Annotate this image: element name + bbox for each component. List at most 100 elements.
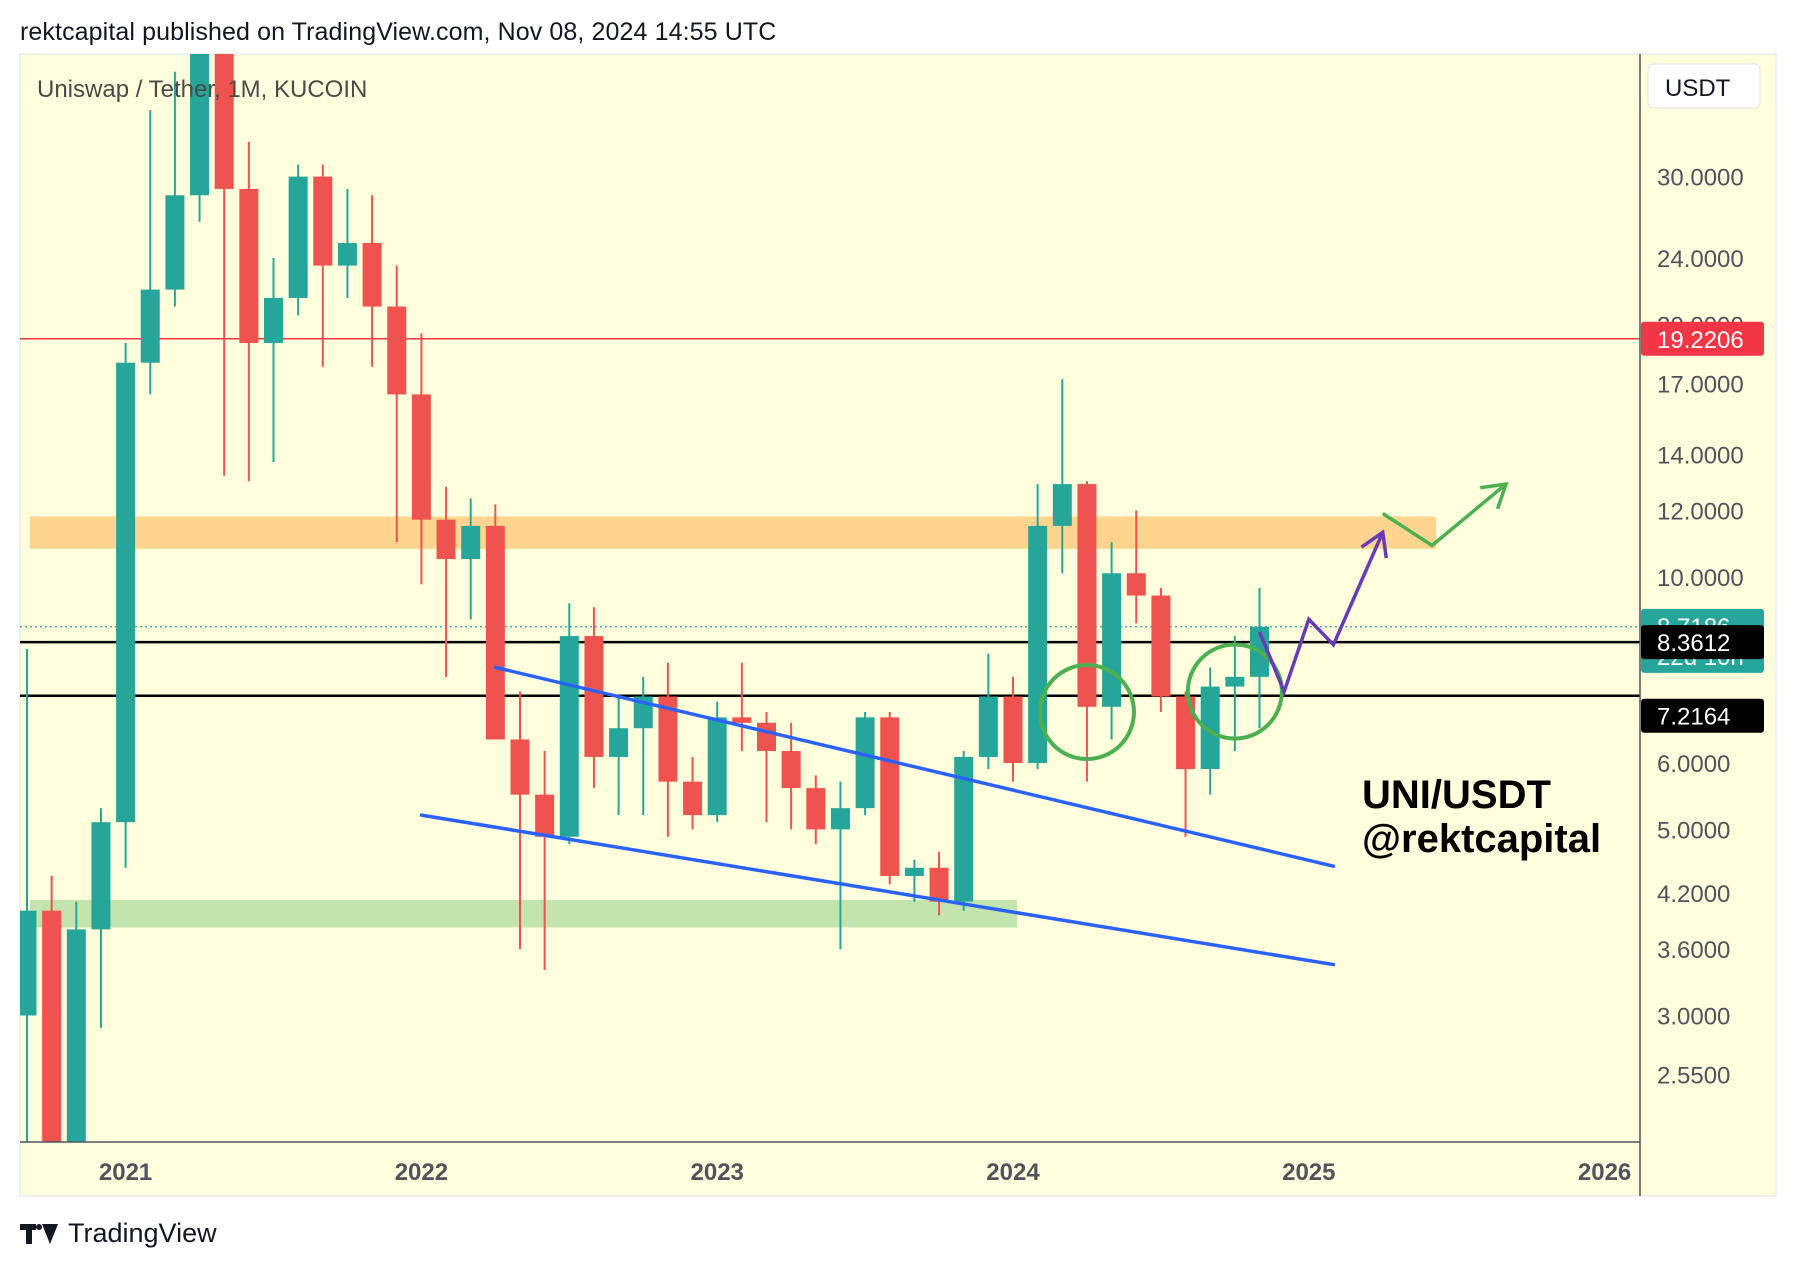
candle-body	[20, 910, 37, 1016]
price-label-box	[1641, 321, 1764, 356]
candle-2021-04	[190, 54, 210, 222]
y-tick-label: 10.0000	[1657, 565, 1744, 592]
currency-button[interactable]: USDT	[1647, 63, 1761, 109]
candle-body	[485, 525, 505, 740]
y-tick-label: 17.0000	[1657, 372, 1744, 399]
candle-body	[461, 525, 481, 560]
x-tick-label: 2021	[99, 1159, 152, 1186]
candle-2021-10	[337, 188, 357, 298]
candle-body	[757, 722, 776, 752]
footer-brand[interactable]: TradingView	[20, 1218, 217, 1249]
candle-body	[1077, 484, 1097, 707]
trendline-0	[493, 665, 1336, 868]
candle-body	[855, 717, 875, 809]
candle-2023-11	[954, 751, 974, 911]
resistance-zone	[30, 516, 1437, 549]
candle-2022-04	[485, 504, 505, 740]
tradingview-logo-icon	[20, 1222, 60, 1246]
candle-2022-12	[683, 756, 703, 830]
candle-body	[190, 54, 210, 196]
candle-2022-03	[461, 498, 481, 620]
candle-body	[732, 717, 752, 723]
candle-2022-08	[584, 607, 604, 789]
currency-label: USDT	[1665, 75, 1731, 102]
candle-body	[362, 243, 382, 307]
candle-body	[954, 756, 974, 902]
candle-body	[584, 636, 604, 757]
candle-2021-02	[140, 110, 160, 395]
currency-box	[1647, 63, 1761, 109]
candle-body	[288, 176, 308, 298]
candle-body	[1052, 484, 1072, 526]
candle-2023-02	[732, 662, 752, 752]
y-tick-label: 5.0000	[1657, 817, 1730, 844]
candle-body	[978, 696, 998, 757]
x-tick-label: 2024	[986, 1159, 1040, 1186]
candle-body	[707, 717, 727, 816]
price-label-box	[1641, 625, 1764, 660]
candle-body	[683, 781, 703, 816]
x-tick-label: 2023	[691, 1159, 744, 1186]
candle-2020-09	[20, 649, 37, 1142]
y-tick-label: 12.0000	[1657, 498, 1744, 525]
candle-2020-10	[42, 875, 62, 1142]
candle-2024-06	[1126, 510, 1146, 624]
candle-2021-09	[313, 164, 333, 367]
symbol-title: Uniswap / Tether, 1M, KUCOIN	[37, 76, 367, 103]
price-label-2: 8.3612	[1641, 625, 1764, 660]
candle-2024-03	[1052, 379, 1072, 574]
highlight-circle-1	[1185, 642, 1284, 741]
candle-2021-08	[288, 164, 308, 316]
y-tick-label: 3.6000	[1657, 937, 1730, 964]
candle-2023-10	[929, 851, 949, 916]
candle-2022-07	[559, 603, 579, 845]
candle-2021-11	[362, 195, 382, 367]
time-axis-background	[20, 1142, 1640, 1196]
candle-2021-06	[239, 141, 259, 482]
candle-body	[239, 188, 259, 344]
candle-2022-01	[411, 333, 431, 585]
price-label-0: 19.2206	[1641, 321, 1764, 356]
candle-body	[337, 243, 357, 266]
y-tick-label: 6.0000	[1657, 751, 1730, 778]
projection-path-1	[1381, 482, 1508, 548]
y-tick-label: 3.0000	[1657, 1004, 1730, 1031]
candle-2021-01	[116, 343, 136, 868]
candle-body	[411, 394, 431, 520]
x-tick-label: 2025	[1282, 1159, 1335, 1186]
candle-2024-02	[1028, 484, 1048, 770]
candle-2024-08	[1176, 691, 1196, 837]
projection-path-0	[1257, 531, 1385, 697]
x-tick-label: 2022	[395, 1159, 448, 1186]
price-label-text: 7.2164	[1657, 704, 1730, 731]
candle-body	[140, 289, 160, 363]
y-tick-label: 14.0000	[1657, 442, 1744, 469]
candle-body	[313, 176, 333, 266]
trendline-1	[419, 813, 1336, 967]
candle-2022-05	[510, 691, 530, 950]
annotation-author: @rektcapital	[1362, 817, 1601, 861]
candle-2023-04	[781, 722, 801, 830]
price-label-box	[1641, 698, 1764, 733]
candle-body	[42, 910, 62, 1142]
candle-2024-04	[1077, 481, 1097, 782]
support-zone	[30, 899, 1017, 928]
y-tick-label: 30.0000	[1657, 165, 1744, 192]
y-tick-label: 24.0000	[1657, 246, 1744, 273]
candle-2020-12	[91, 808, 111, 1028]
candle-2021-12	[387, 265, 407, 543]
candle-2021-05	[214, 54, 234, 476]
candle-body	[1151, 595, 1171, 697]
candle-body	[387, 306, 407, 395]
candle-body	[609, 728, 629, 757]
candle-2024-07	[1151, 587, 1171, 713]
candle-2021-03	[165, 71, 185, 307]
candle-2022-02	[436, 486, 456, 677]
candle-body	[165, 195, 185, 290]
candle-body	[1200, 686, 1220, 770]
plot-layer: UNI/USDT@rektcapital	[20, 54, 1640, 1142]
candle-2021-07	[264, 257, 283, 463]
candle-body	[66, 929, 86, 1142]
candle-body	[658, 696, 678, 782]
